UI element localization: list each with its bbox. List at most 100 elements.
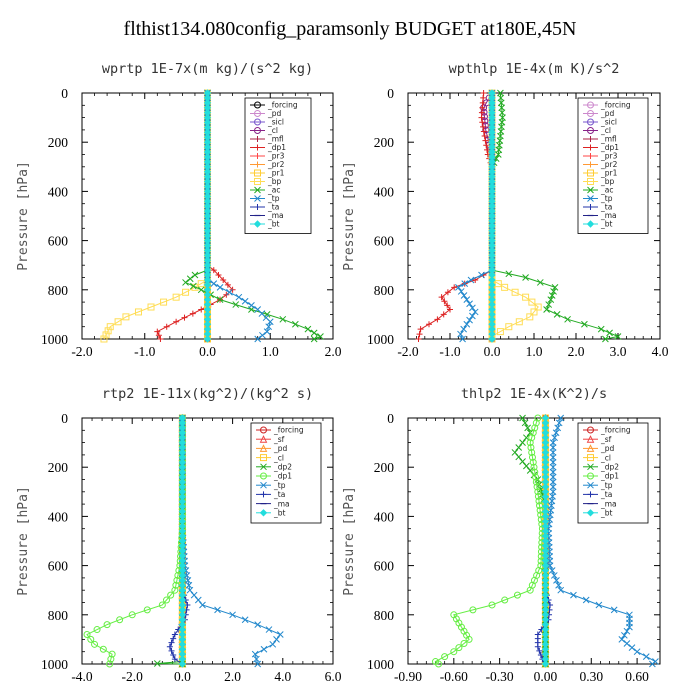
- legend-label: _ac: [267, 186, 280, 195]
- legend-marker: [586, 220, 595, 228]
- legend-marker: [260, 472, 267, 480]
- data-point_tp: [263, 328, 271, 335]
- data-point_ac: [536, 279, 544, 286]
- legend-marker: [587, 118, 594, 126]
- legend-marker: [587, 144, 594, 151]
- data-point_ac: [505, 270, 513, 278]
- legend-label: _ac: [600, 186, 613, 195]
- data-point_bp: [160, 298, 168, 306]
- data-point_tp: [241, 616, 249, 624]
- data-point_tp: [549, 454, 557, 461]
- data-point_dp1: [528, 448, 536, 456]
- y-tick-label: 200: [48, 460, 69, 475]
- data-point_tp: [266, 318, 274, 326]
- data-point_dp1: [155, 332, 162, 339]
- chart-title: rtp2 1E-11x(kg^2)/(kg^2 s): [102, 386, 313, 402]
- legend-marker: [587, 463, 594, 471]
- data-point_bp: [102, 331, 110, 339]
- data-point_dp1: [99, 645, 107, 653]
- data-point_bp: [515, 318, 523, 326]
- legend-label: _pr2: [600, 160, 618, 169]
- data-point_ac: [602, 335, 609, 343]
- data-point_dp1: [480, 128, 487, 135]
- data-point_dp1: [532, 473, 540, 481]
- legend-marker: [254, 110, 261, 117]
- legend-label: _bp: [600, 177, 615, 186]
- x-tick-label: 0.0: [484, 344, 501, 359]
- series_bp: [100, 89, 211, 343]
- data-point_dp1: [108, 650, 116, 658]
- data-point_dp1: [107, 655, 115, 663]
- data-point_ac: [190, 282, 197, 290]
- data-point_tp: [199, 601, 206, 609]
- data-point_ta: [170, 651, 177, 658]
- data-point_tp: [253, 655, 260, 663]
- legend-label: _ta: [600, 490, 612, 499]
- legend-label: _ta: [600, 203, 612, 212]
- data-point_dp1: [163, 323, 170, 330]
- x-tick-label: 0.30: [579, 669, 603, 684]
- legend-label: _tp: [600, 194, 613, 203]
- data-point_dp1: [483, 142, 490, 149]
- x-tick-label: -2.0: [71, 344, 93, 359]
- data-point_tp: [276, 631, 284, 638]
- data-point_tp: [553, 577, 560, 584]
- data-point_dp1: [536, 502, 544, 510]
- y-tick-label: 400: [48, 184, 69, 199]
- data-point_tp: [582, 596, 590, 604]
- data-point_dp1: [534, 414, 542, 422]
- data-point_tp: [549, 458, 557, 466]
- series_dp1: [415, 90, 495, 342]
- legend-marker: [254, 153, 261, 159]
- data-point_bp: [100, 335, 108, 343]
- data-point_tp: [457, 288, 465, 295]
- data-point_ta: [534, 643, 541, 650]
- data-point_ac: [317, 333, 324, 340]
- y-tick-label: 800: [374, 608, 395, 623]
- legend-marker: [254, 161, 261, 168]
- legend-marker: [254, 144, 261, 151]
- data-point_dp1: [163, 596, 171, 604]
- data-point_dp1: [479, 119, 486, 126]
- data-point_ta: [171, 631, 178, 638]
- legend-marker: [260, 491, 267, 498]
- data-point_bp: [134, 308, 142, 316]
- y-tick-label: 1000: [41, 332, 68, 347]
- legend: _forcing_pd_sicl_cl_mfl_dp1_pr3_pr2_pr1_…: [244, 97, 312, 234]
- legend-label: _ma: [267, 211, 284, 220]
- y-axis-label: Pressure [hPa]: [342, 161, 357, 271]
- legend-marker: [586, 444, 595, 452]
- data-point_tp: [210, 280, 218, 288]
- legend-label: _bt: [600, 220, 613, 229]
- data-point_tp: [549, 473, 557, 481]
- data-point_tp: [549, 463, 557, 471]
- data-point_dp2: [521, 419, 529, 427]
- series-line_bp: [103, 93, 208, 340]
- chart-panel-2: wpthlp 1E-4x(m K)/s^2 Pressure [hPa] -2.0 -…: [342, 61, 669, 359]
- series_bt: [178, 414, 187, 668]
- x-tick-label: -0.90: [394, 669, 422, 684]
- data-point_dp1: [535, 497, 543, 505]
- legend-marker: [253, 220, 262, 228]
- data-point_tp: [214, 606, 221, 614]
- chart-title: wpthlp 1E-4x(m K)/s^2: [449, 61, 620, 77]
- legend-label: _dp1: [600, 143, 619, 152]
- legend-marker: [587, 136, 594, 142]
- legend-marker: [587, 127, 594, 134]
- data-point_bp: [182, 288, 190, 296]
- legend-marker: [254, 169, 261, 177]
- data-point_tp: [460, 325, 468, 333]
- legend-label: _pr3: [267, 152, 285, 161]
- data-point_dp2: [153, 660, 161, 667]
- data-point_tp: [549, 449, 557, 456]
- x-tick-label: -2.0: [397, 344, 419, 359]
- x-tick-label: 2.0: [325, 344, 342, 359]
- data-point_dp1: [224, 281, 231, 288]
- data-point_ac: [564, 315, 571, 323]
- x-tick-label: 6.0: [325, 669, 342, 684]
- data-point_tp: [466, 300, 473, 308]
- legend-marker: [587, 491, 594, 498]
- legend-marker: [254, 204, 261, 210]
- data-point_dp1: [447, 306, 453, 313]
- data-point_dp1: [158, 601, 166, 609]
